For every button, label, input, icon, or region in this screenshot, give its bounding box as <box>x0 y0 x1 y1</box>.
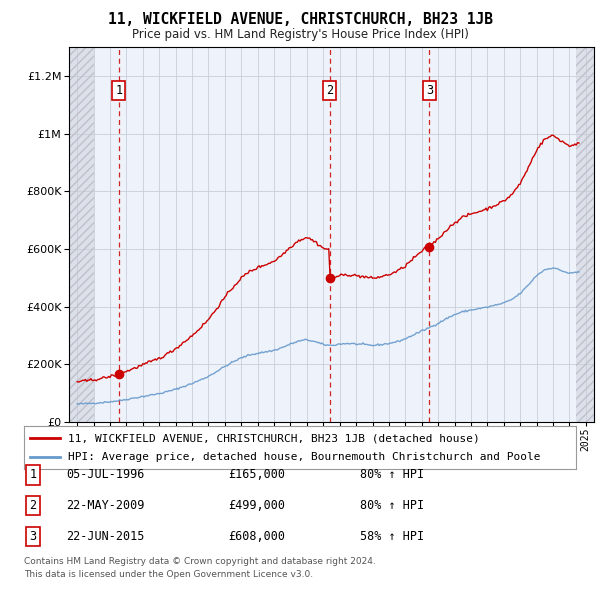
Text: HPI: Average price, detached house, Bournemouth Christchurch and Poole: HPI: Average price, detached house, Bour… <box>68 452 541 462</box>
Text: 3: 3 <box>29 530 37 543</box>
Text: 22-MAY-2009: 22-MAY-2009 <box>66 499 145 512</box>
Bar <box>576 47 594 422</box>
Text: This data is licensed under the Open Government Licence v3.0.: This data is licensed under the Open Gov… <box>24 571 313 579</box>
Text: 1: 1 <box>29 468 37 481</box>
Text: 2: 2 <box>29 499 37 512</box>
Text: Contains HM Land Registry data © Crown copyright and database right 2024.: Contains HM Land Registry data © Crown c… <box>24 558 376 566</box>
Text: 80% ↑ HPI: 80% ↑ HPI <box>360 468 424 481</box>
Text: 3: 3 <box>426 84 433 97</box>
Text: 58% ↑ HPI: 58% ↑ HPI <box>360 530 424 543</box>
Text: £608,000: £608,000 <box>228 530 285 543</box>
Text: 22-JUN-2015: 22-JUN-2015 <box>66 530 145 543</box>
Bar <box>576 47 594 422</box>
Text: 80% ↑ HPI: 80% ↑ HPI <box>360 499 424 512</box>
Text: 05-JUL-1996: 05-JUL-1996 <box>66 468 145 481</box>
Text: 11, WICKFIELD AVENUE, CHRISTCHURCH, BH23 1JB (detached house): 11, WICKFIELD AVENUE, CHRISTCHURCH, BH23… <box>68 433 480 443</box>
Text: £499,000: £499,000 <box>228 499 285 512</box>
Bar <box>69 47 94 422</box>
Text: 2: 2 <box>326 84 333 97</box>
Bar <box>69 47 94 422</box>
Text: 11, WICKFIELD AVENUE, CHRISTCHURCH, BH23 1JB: 11, WICKFIELD AVENUE, CHRISTCHURCH, BH23… <box>107 12 493 27</box>
Text: £165,000: £165,000 <box>228 468 285 481</box>
Text: 1: 1 <box>115 84 122 97</box>
Text: Price paid vs. HM Land Registry's House Price Index (HPI): Price paid vs. HM Land Registry's House … <box>131 28 469 41</box>
